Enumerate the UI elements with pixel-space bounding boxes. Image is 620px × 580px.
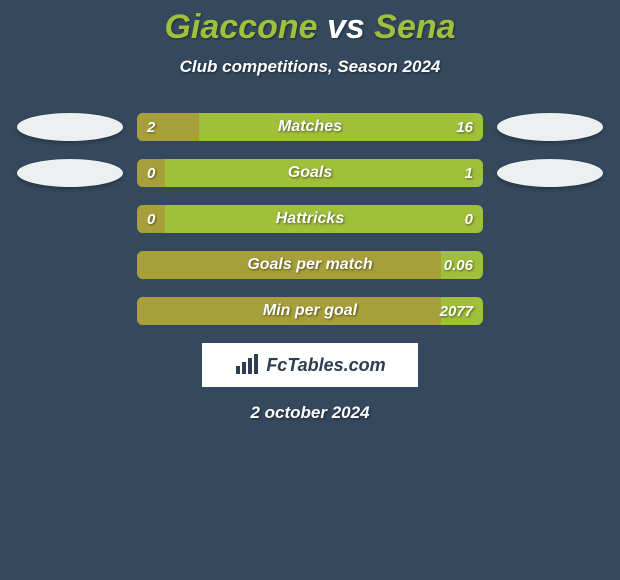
bar-chart-icon <box>234 354 260 376</box>
stat-label: Goals <box>137 159 483 187</box>
player-b-name: Sena <box>374 8 455 46</box>
page-title: Giaccone vs Sena <box>0 0 620 47</box>
stat-value-right: 1 <box>465 159 473 187</box>
footer-date: 2 october 2024 <box>0 403 620 423</box>
stat-value-right: 0.06 <box>444 251 473 279</box>
stat-label: Hattricks <box>137 205 483 233</box>
avatar-spacer <box>17 297 123 325</box>
stat-label: Min per goal <box>137 297 483 325</box>
player-b-avatar <box>497 159 603 187</box>
stat-value-right: 0 <box>465 205 473 233</box>
stat-bar: Goals per match 0.06 <box>137 251 483 279</box>
player-a-name: Giaccone <box>164 8 317 46</box>
stat-row: Min per goal 2077 <box>0 297 620 325</box>
brand-badge: FcTables.com <box>202 343 418 387</box>
comparison-chart: 2 Matches 16 0 Goals 1 0 Hattricks 0 <box>0 113 620 325</box>
stat-row: 2 Matches 16 <box>0 113 620 141</box>
avatar-spacer <box>17 251 123 279</box>
stat-row: 0 Goals 1 <box>0 159 620 187</box>
player-a-avatar <box>17 159 123 187</box>
stat-label: Matches <box>137 113 483 141</box>
stat-bar: 0 Goals 1 <box>137 159 483 187</box>
stat-value-right: 2077 <box>440 297 473 325</box>
stat-value-right: 16 <box>456 113 473 141</box>
subtitle: Club competitions, Season 2024 <box>0 57 620 77</box>
stat-label: Goals per match <box>137 251 483 279</box>
stat-bar: 0 Hattricks 0 <box>137 205 483 233</box>
stat-row: 0 Hattricks 0 <box>0 205 620 233</box>
stat-bar: 2 Matches 16 <box>137 113 483 141</box>
stat-row: Goals per match 0.06 <box>0 251 620 279</box>
player-b-avatar <box>497 113 603 141</box>
avatar-spacer <box>497 251 603 279</box>
avatar-spacer <box>497 297 603 325</box>
brand-text: FcTables.com <box>266 355 385 376</box>
avatar-spacer <box>497 205 603 233</box>
avatar-spacer <box>17 205 123 233</box>
stat-bar: Min per goal 2077 <box>137 297 483 325</box>
vs-separator: vs <box>327 8 365 46</box>
player-a-avatar <box>17 113 123 141</box>
